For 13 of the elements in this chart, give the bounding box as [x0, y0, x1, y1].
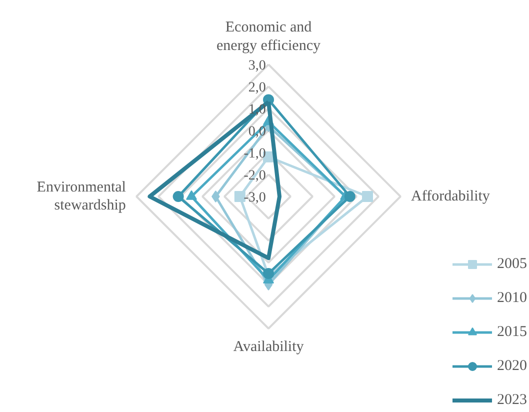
spoke-label: Environmental stewardship — [36, 179, 126, 214]
spoke-label: Economic and energy efficiency — [216, 20, 321, 54]
legend-label: 2015 — [497, 324, 527, 340]
spoke-label: Availability — [233, 339, 304, 356]
legend-label: 2020 — [497, 358, 527, 374]
y-tick-label: 3,0 — [248, 58, 266, 74]
y-tick-label: 2,0 — [248, 80, 266, 96]
y-tick-label: -3,0 — [244, 190, 266, 206]
legend-label: 2010 — [497, 290, 527, 306]
y-tick-label: -2,0 — [244, 168, 266, 184]
legend-label: 2023 — [497, 392, 527, 408]
spoke-label: Affordability — [411, 188, 490, 204]
legend-label: 2005 — [497, 256, 527, 272]
